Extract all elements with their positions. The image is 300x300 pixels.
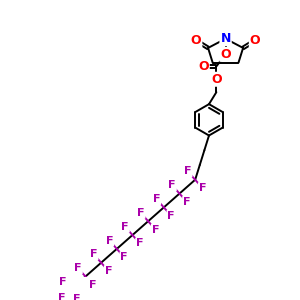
Text: F: F <box>58 293 65 300</box>
Text: F: F <box>184 167 192 176</box>
Text: F: F <box>153 194 160 204</box>
Text: F: F <box>106 236 113 246</box>
Text: O: O <box>191 34 201 47</box>
Text: F: F <box>167 211 175 221</box>
Text: F: F <box>74 294 81 300</box>
Text: F: F <box>152 224 159 235</box>
Text: F: F <box>137 208 145 218</box>
Text: O: O <box>220 48 231 61</box>
Text: F: F <box>183 197 190 207</box>
Text: F: F <box>122 222 129 232</box>
Text: O: O <box>250 34 260 47</box>
Text: F: F <box>59 277 66 287</box>
Text: F: F <box>136 238 144 248</box>
Text: O: O <box>211 73 222 86</box>
Text: O: O <box>198 60 209 73</box>
Text: N: N <box>220 32 231 45</box>
Text: F: F <box>90 249 98 260</box>
Text: F: F <box>199 183 206 193</box>
Text: F: F <box>168 180 176 190</box>
Text: F: F <box>120 252 128 262</box>
Text: F: F <box>105 266 112 276</box>
Text: F: F <box>89 280 97 290</box>
Text: F: F <box>74 263 82 273</box>
